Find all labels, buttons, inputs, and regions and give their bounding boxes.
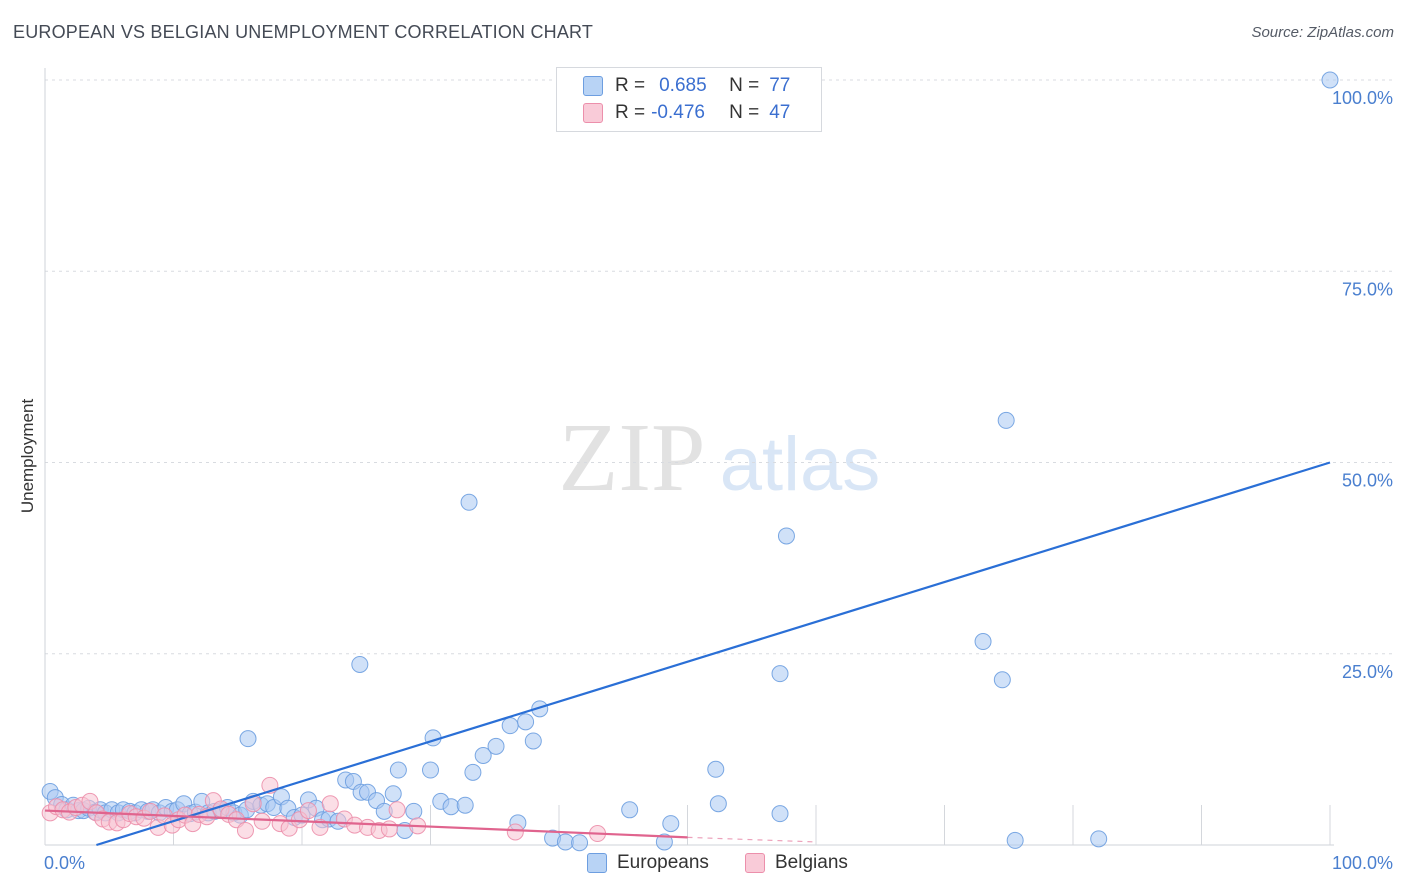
watermark-atlas: atlas <box>720 422 881 507</box>
source-label: Source: ZipAtlas.com <box>1251 24 1394 41</box>
tick-labels: 25.0% 50.0% 75.0% 100.0% 0.0% 100.0% <box>44 88 1393 873</box>
european-point <box>709 795 727 813</box>
european-point <box>501 717 519 735</box>
belgians-trend-line <box>44 809 688 839</box>
belgian-point <box>141 802 159 820</box>
x-tick-label: 0.0% <box>44 853 85 873</box>
legend-n-label: N = <box>729 102 760 123</box>
trend-lines <box>44 461 1331 847</box>
belgian-point <box>388 801 406 819</box>
european-point <box>993 671 1011 689</box>
european-point <box>422 761 439 779</box>
legend-n-value: 77 <box>769 75 791 96</box>
european-point <box>1321 71 1339 89</box>
belgian-point <box>506 823 524 841</box>
legend-belgians-label: Belgians <box>775 852 848 873</box>
series-legend: Europeans Belgians <box>0 852 1406 878</box>
legend-row-europeans: R = 0.685 N = 77 <box>557 73 790 99</box>
chart-title: EUROPEAN VS BELGIAN UNEMPLOYMENT CORRELA… <box>13 22 594 42</box>
x-tick-label: 100.0% <box>1332 853 1393 873</box>
european-point <box>460 493 478 511</box>
european-point <box>556 833 574 851</box>
y-tick-label: 50.0% <box>1342 471 1393 491</box>
european-point <box>456 796 474 814</box>
european-point <box>531 700 549 718</box>
legend-item-belgians[interactable]: Belgians <box>745 852 848 874</box>
belgian-point <box>236 821 254 839</box>
belgians-swatch <box>745 853 765 873</box>
european-point <box>474 746 492 764</box>
data-points <box>41 71 1339 852</box>
european-point <box>997 411 1015 429</box>
european-point <box>655 833 673 851</box>
european-point <box>1006 831 1024 849</box>
european-point <box>771 805 789 823</box>
european-point <box>771 665 789 683</box>
legend-europeans-label: Europeans <box>617 852 709 873</box>
european-point <box>621 801 639 819</box>
grid-lines <box>45 79 1395 655</box>
european-point <box>239 730 257 748</box>
european-point <box>405 802 423 820</box>
watermark-zip: ZIP <box>559 404 706 512</box>
european-point <box>524 732 542 750</box>
european-point <box>777 527 795 545</box>
european-point <box>487 737 505 755</box>
european-point <box>974 633 992 651</box>
belgians-trend-extension <box>687 836 817 843</box>
european-point <box>384 785 402 803</box>
y-tick-label: 25.0% <box>1342 662 1393 682</box>
europeans-swatch <box>587 853 607 873</box>
y-tick-label: 100.0% <box>1332 88 1393 108</box>
legend-item-europeans[interactable]: Europeans <box>587 852 709 874</box>
belgians-swatch <box>583 103 603 123</box>
legend-r-label: R = <box>615 75 646 96</box>
european-point <box>464 763 482 781</box>
european-point <box>517 713 535 731</box>
legend-n-value: 47 <box>769 102 791 123</box>
legend-r-value: 0.685 <box>659 75 707 96</box>
legend-n-label: N = <box>729 75 760 96</box>
european-point <box>571 834 589 852</box>
axes <box>44 68 1334 846</box>
europeans-swatch <box>583 76 603 96</box>
stats-legend: R = 0.685 N = 77 R = -0.476 N = 47 <box>556 67 822 132</box>
belgian-point <box>311 818 329 836</box>
european-point <box>351 655 369 673</box>
watermark: ZIP atlas <box>559 404 881 512</box>
legend-row-belgians: R = -0.476 N = 47 <box>557 100 790 126</box>
european-point <box>389 761 407 779</box>
european-point <box>707 760 725 778</box>
european-point <box>442 798 460 816</box>
legend-r-label: R = <box>615 102 646 123</box>
belgian-point <box>380 820 398 838</box>
europeans-trend-line <box>96 461 1331 847</box>
y-tick-label: 75.0% <box>1342 279 1393 299</box>
legend-r-value: -0.476 <box>651 102 705 123</box>
belgian-point <box>299 802 317 820</box>
belgian-point <box>321 795 339 813</box>
european-point <box>662 815 680 833</box>
european-point <box>1090 830 1108 848</box>
belgian-point <box>253 812 271 830</box>
